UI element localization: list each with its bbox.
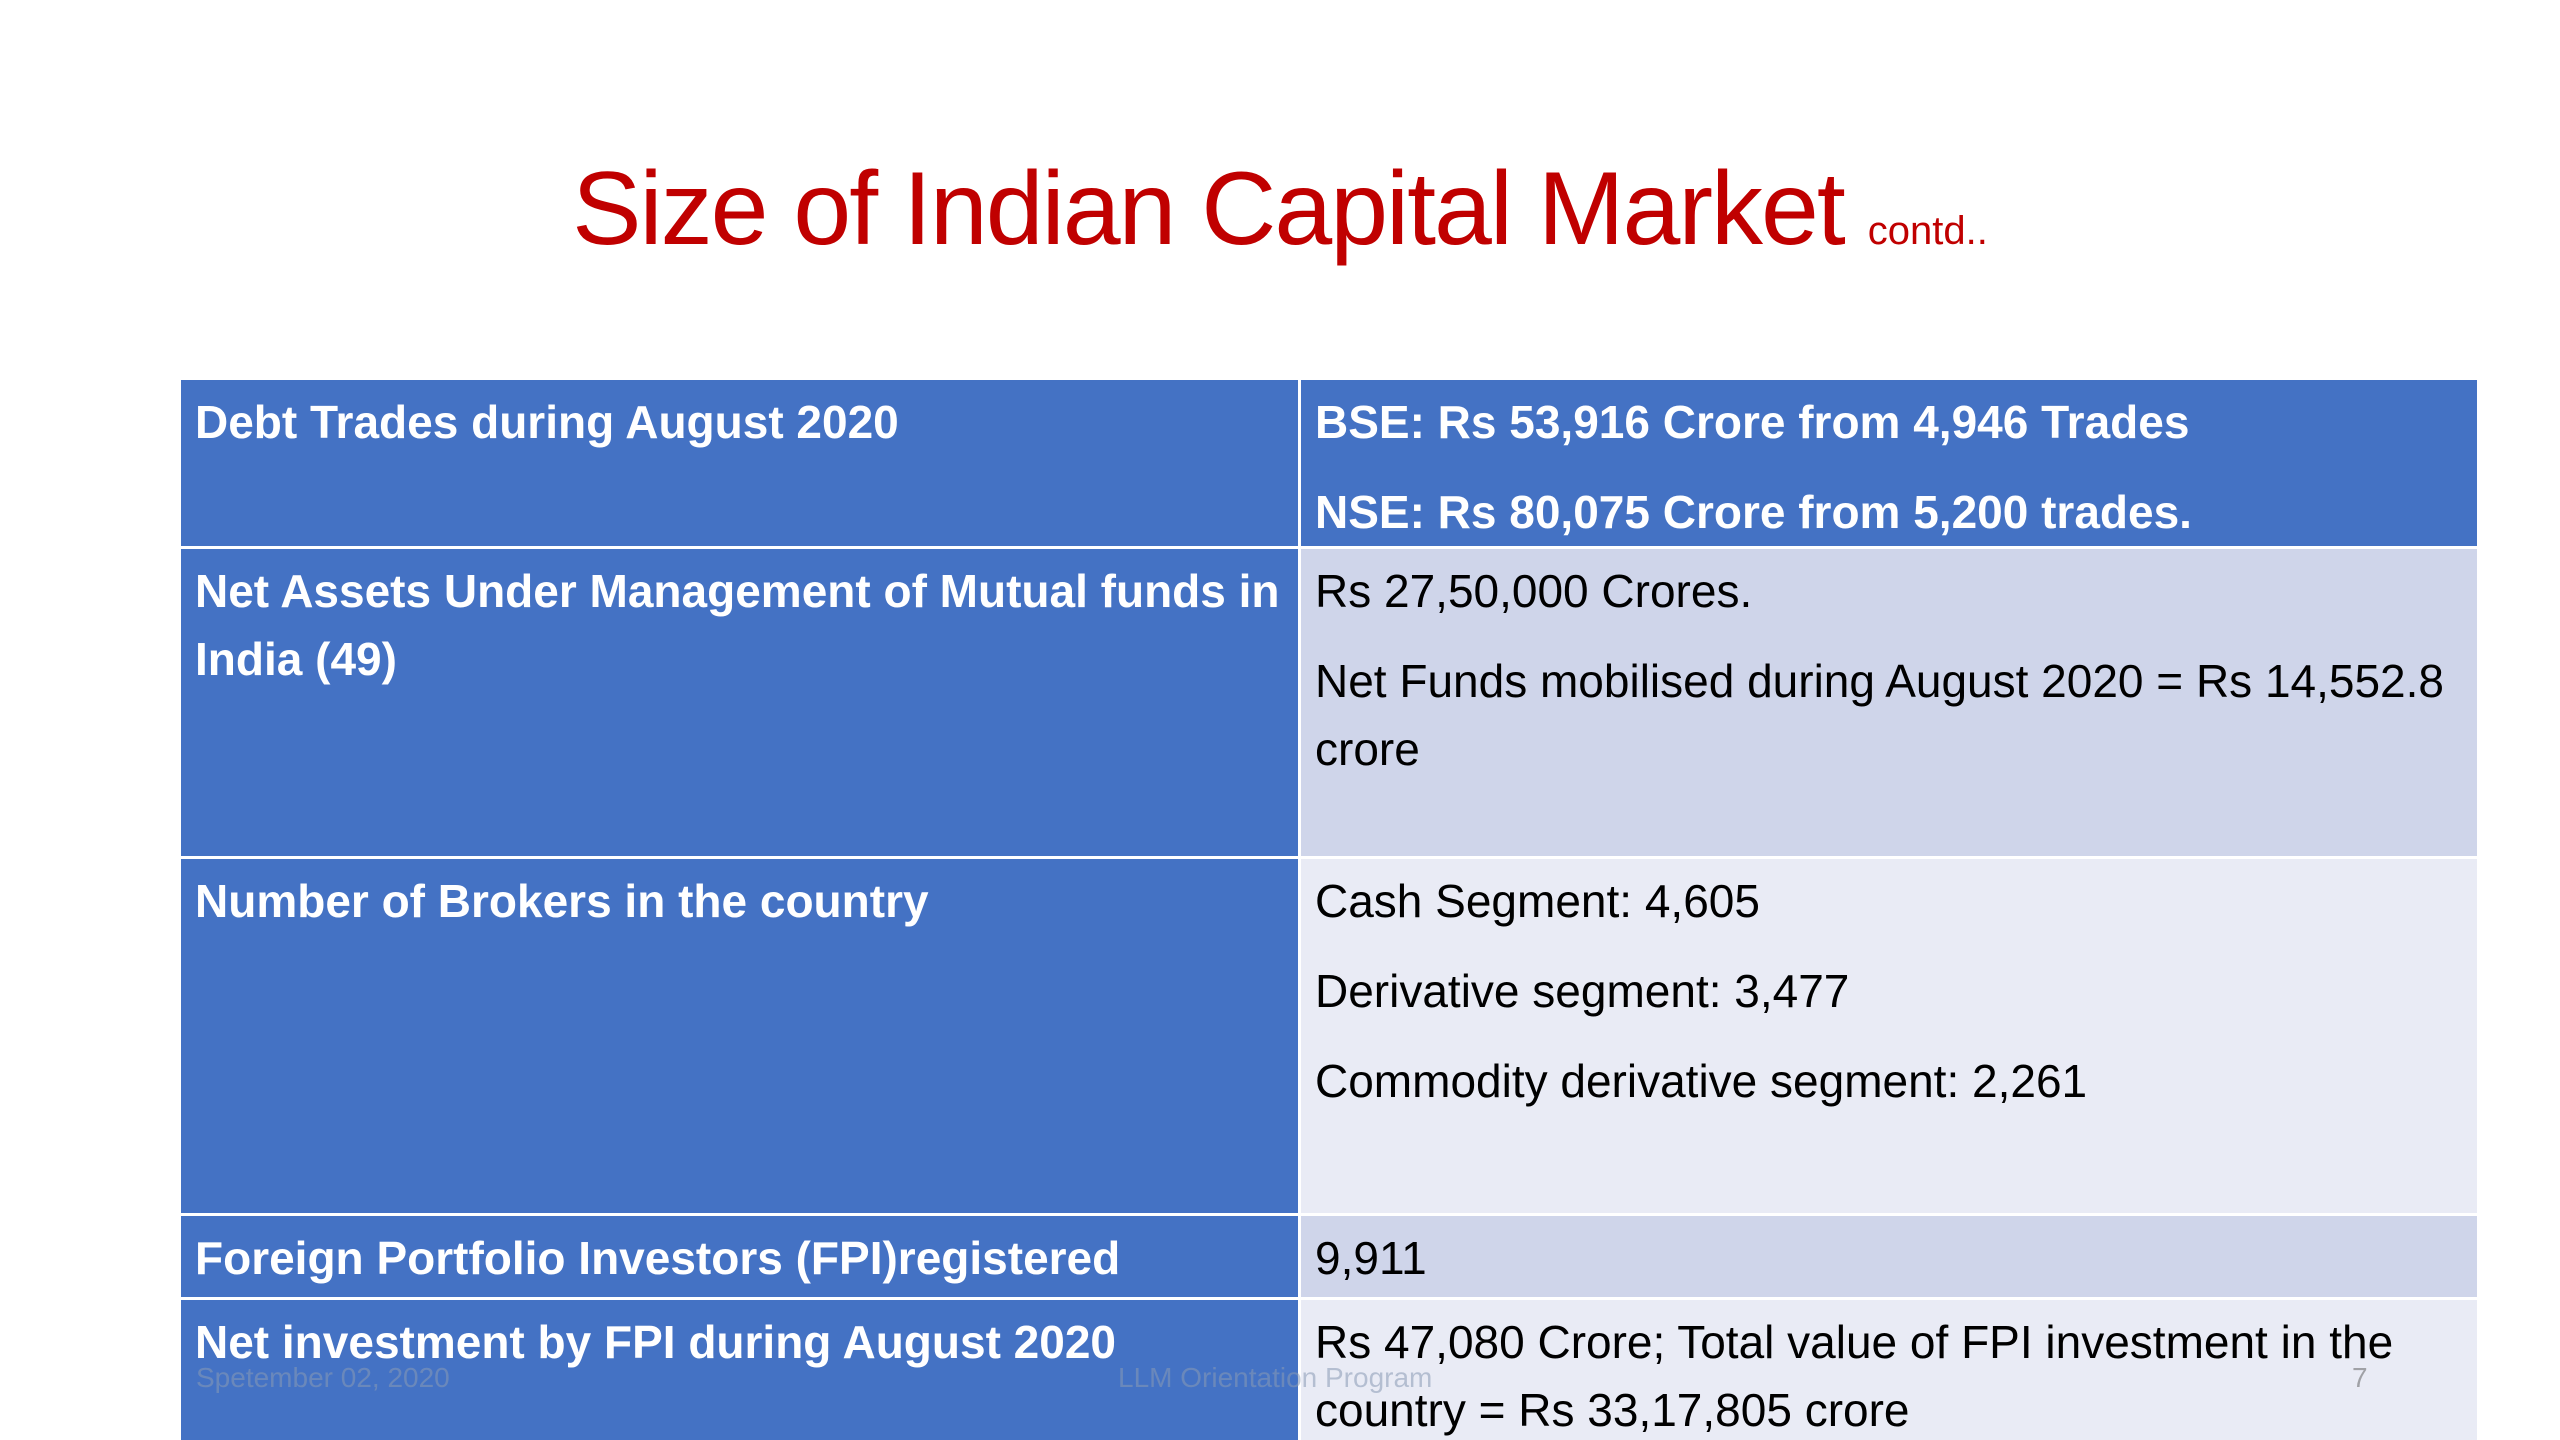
- row-value: Rs 47,080 Crore; Total value of FPI inve…: [1298, 1297, 2480, 1440]
- row-label: Debt Trades during August 2020: [178, 377, 1301, 549]
- table-row: Number of Brokers in the country Cash Se…: [178, 856, 2480, 1216]
- title-main: Size of Indian Capital Market: [572, 151, 1846, 267]
- slide-title: Size of Indian Capital Market contd..: [0, 150, 2560, 269]
- row-label: Number of Brokers in the country: [178, 856, 1301, 1216]
- row-label: Net Assets Under Management of Mutual fu…: [178, 546, 1301, 859]
- table-row: Foreign Portfolio Investors (FPI)registe…: [178, 1213, 2480, 1300]
- page-number: 7: [2352, 1362, 2368, 1393]
- value-line: Cash Segment: 4,605: [1315, 875, 1760, 927]
- row-value: Rs 27,50,000 Crores. Net Funds mobilised…: [1298, 546, 2480, 859]
- row-label: Net investment by FPI during August 2020: [178, 1297, 1301, 1440]
- value-line: NSE: Rs 80,075 Crore from 5,200 trades.: [1315, 486, 2192, 538]
- table-row: Debt Trades during August 2020 BSE: Rs 5…: [178, 377, 2480, 549]
- row-value: Cash Segment: 4,605 Derivative segment: …: [1298, 856, 2480, 1216]
- row-value: BSE: Rs 53,916 Crore from 4,946 Trades N…: [1298, 377, 2480, 549]
- table-row: Net Assets Under Management of Mutual fu…: [178, 546, 2480, 859]
- footer-center: LLM Orientation Program: [1118, 1362, 1433, 1393]
- value-line: Net Funds mobilised during August 2020 =…: [1315, 655, 2444, 775]
- value-line: Rs 27,50,000 Crores.: [1315, 565, 1753, 617]
- value-line: Derivative segment: 3,477: [1315, 965, 1850, 1017]
- row-value: 9,911: [1298, 1213, 2480, 1300]
- value-line: Commodity derivative segment: 2,261: [1315, 1055, 2088, 1107]
- footer-date: Spetember 02, 2020: [196, 1362, 450, 1393]
- row-label: Foreign Portfolio Investors (FPI)registe…: [178, 1213, 1301, 1300]
- title-sub: contd..: [1867, 209, 1988, 253]
- value-line: 9,911: [1315, 1232, 1427, 1284]
- market-size-table: Debt Trades during August 2020 BSE: Rs 5…: [178, 377, 2480, 1440]
- table-row: Net investment by FPI during August 2020…: [178, 1297, 2480, 1440]
- value-line: Rs 47,080 Crore; Total value of FPI inve…: [1315, 1316, 2394, 1436]
- value-line: BSE: Rs 53,916 Crore from 4,946 Trades: [1315, 396, 2190, 448]
